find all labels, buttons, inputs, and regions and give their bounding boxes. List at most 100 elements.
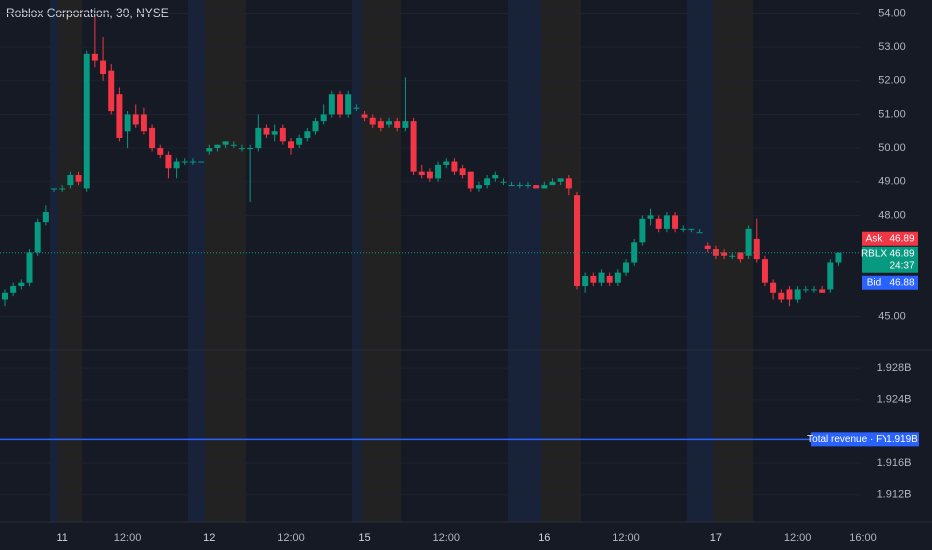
candle-body: [435, 164, 442, 179]
candle-body: [386, 121, 393, 125]
candle-body: [614, 272, 621, 283]
candle-body: [402, 121, 409, 128]
countdown: 24:37: [889, 260, 914, 271]
indicator-name-box: [811, 432, 886, 447]
y-tick-label: 50.00: [878, 142, 906, 154]
candle-body: [116, 94, 123, 138]
candle-body: [484, 178, 491, 186]
candle-body: [745, 228, 752, 256]
premarket-band: [508, 0, 541, 522]
candle-body: [786, 289, 793, 300]
candle-body: [263, 127, 270, 135]
candle-body: [173, 161, 180, 169]
candle-body: [647, 215, 654, 219]
candle-body: [508, 185, 515, 187]
y-tick-label: 1.924B: [877, 394, 912, 406]
candle-body: [770, 282, 777, 293]
candle-body: [672, 215, 679, 229]
x-tick-label: 12:00: [114, 532, 142, 544]
candle-body: [688, 228, 695, 230]
candle-body: [737, 252, 744, 260]
quote-value-box: [886, 275, 918, 290]
premarket-band: [50, 0, 58, 522]
candle-body: [582, 275, 589, 287]
quote-label: Ask: [866, 233, 884, 244]
candle-body: [467, 171, 474, 189]
candle-body: [255, 127, 262, 149]
candle-body: [557, 178, 564, 182]
candle-body: [443, 161, 450, 165]
y-tick-label: 48.00: [878, 209, 906, 221]
premarket-band: [352, 0, 362, 522]
candle-body: [410, 121, 417, 172]
candle-body: [149, 127, 156, 149]
x-tick-label: 12: [203, 532, 215, 544]
candle-body: [304, 131, 311, 138]
indicator-value: 1.919B: [886, 434, 918, 445]
quote-value: 46.89: [889, 233, 914, 244]
candle-body: [198, 161, 205, 163]
candle-body: [639, 218, 646, 243]
candle-body: [189, 161, 196, 163]
candle-body: [238, 148, 245, 150]
candle-body: [26, 252, 33, 283]
candle-body: [623, 262, 630, 273]
candle-body: [75, 175, 82, 182]
candle-body: [51, 188, 58, 190]
y-tick-label: 1.912B: [877, 489, 912, 501]
candle-body: [271, 131, 278, 135]
candle-body: [655, 218, 662, 229]
x-tick-label: 12:00: [612, 532, 640, 544]
quote-value-box: [886, 231, 918, 246]
candle-body: [680, 228, 687, 230]
candle-body: [83, 53, 90, 189]
candle-body: [124, 114, 131, 132]
candle-body: [337, 94, 344, 115]
quote-value: 46.89: [889, 248, 914, 259]
candle-body: [100, 60, 107, 75]
candle-body: [288, 141, 294, 149]
candle-body: [91, 53, 98, 61]
candle-body: [67, 175, 74, 186]
candle-body: [418, 171, 425, 175]
candle-body: [369, 117, 376, 125]
y-tick-label: 51.00: [878, 108, 906, 120]
candle-body: [222, 141, 229, 145]
candle-body: [296, 137, 303, 145]
y-tick-label: 54.00: [878, 7, 906, 19]
quote-label: RBLX: [861, 248, 887, 259]
x-tick-label: 11: [56, 532, 67, 544]
x-tick-label: 16: [538, 532, 550, 544]
candle-body: [459, 168, 466, 175]
candle-body: [328, 94, 335, 115]
candle-body: [475, 185, 482, 189]
y-tick-label: 53.00: [878, 41, 906, 53]
premarket-band: [188, 0, 205, 522]
candle-body: [140, 114, 147, 132]
candle-body: [165, 154, 172, 169]
candle-body: [835, 252, 842, 263]
candle-body: [500, 181, 507, 183]
candle-body: [565, 178, 572, 189]
candle-body: [549, 181, 556, 186]
x-tick-label: 12:00: [277, 532, 305, 544]
candle-body: [247, 148, 254, 150]
candle-body: [18, 282, 25, 287]
y-tick-label: 1.928B: [877, 362, 912, 374]
candle-body: [353, 107, 360, 109]
postmarket-band: [205, 0, 246, 522]
session-shading: [50, 0, 753, 522]
candle-body: [598, 272, 605, 283]
candle-body: [377, 121, 384, 128]
candle-body: [132, 114, 139, 125]
candle-body: [2, 292, 8, 300]
candle-body: [516, 185, 523, 187]
indicator-value-box: [886, 432, 919, 447]
candle-body: [810, 289, 817, 291]
candle-body: [34, 222, 41, 253]
candle-body: [696, 232, 703, 234]
x-tick-label: 12:00: [784, 532, 812, 544]
candle-body: [712, 249, 719, 256]
